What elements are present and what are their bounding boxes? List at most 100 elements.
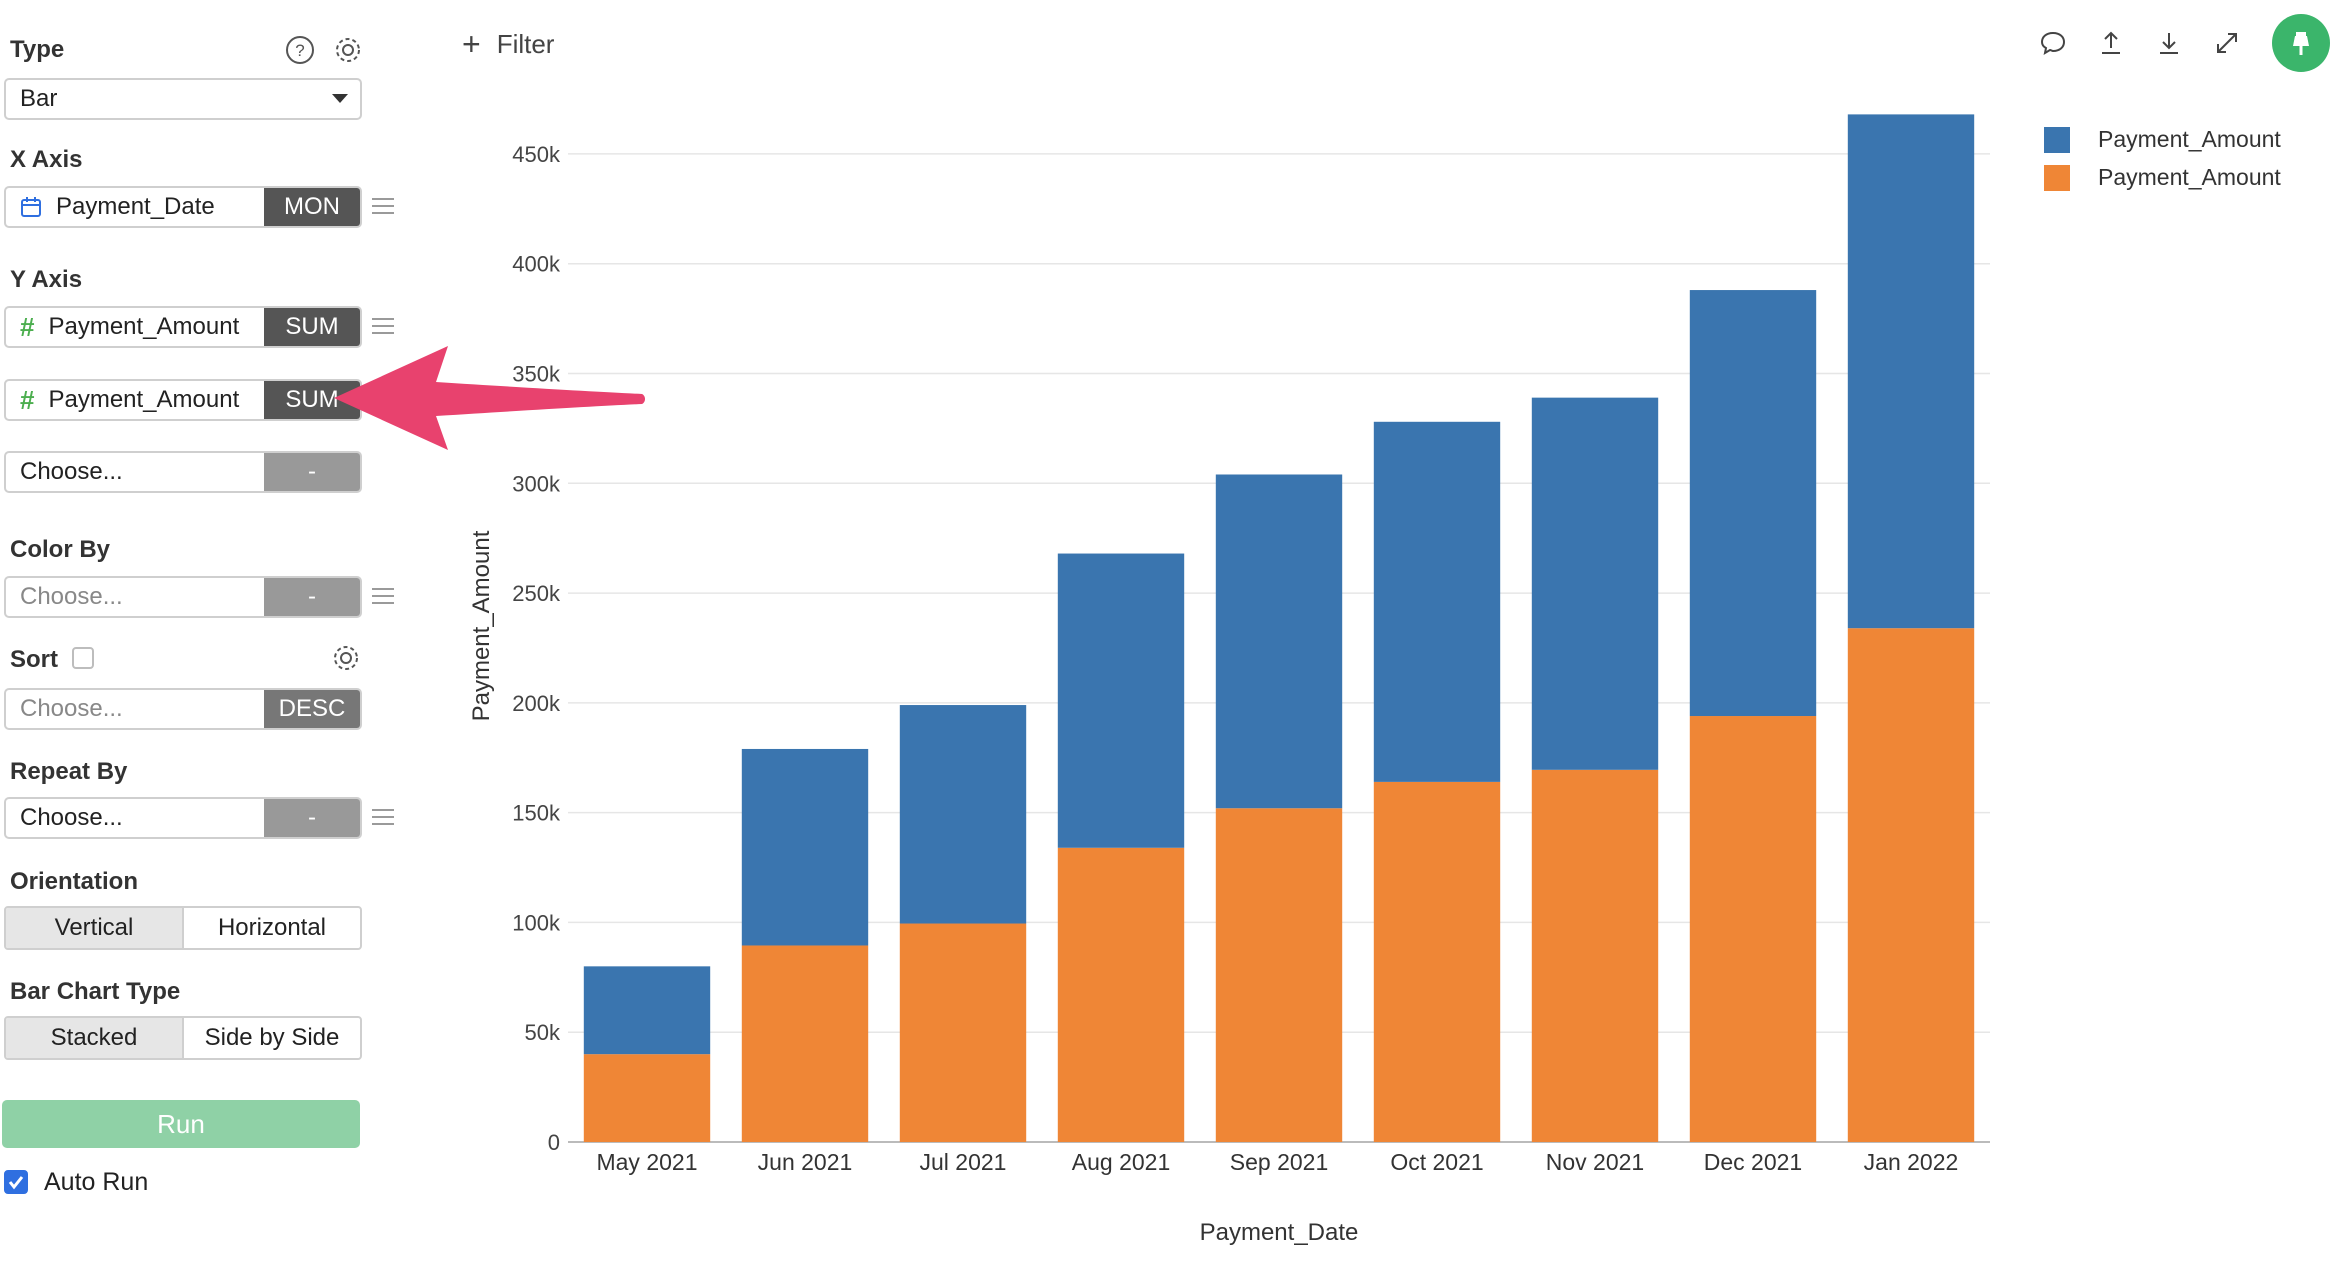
y-axis-choose-agg[interactable]: - (264, 453, 360, 491)
bar-segment (1531, 397, 1659, 770)
bar-segment (741, 748, 869, 946)
bar-segment (1373, 781, 1501, 1142)
x-axis-field-name: Payment_Date (56, 193, 215, 220)
orientation-label: Orientation (10, 868, 139, 895)
drag-handle-icon[interactable] (372, 809, 394, 827)
bar-chart-type-toggle: Stacked Side by Side (4, 1016, 362, 1060)
y-tick-label: 200k (512, 691, 561, 716)
bar-segment (583, 966, 711, 1055)
number-icon: # (20, 384, 35, 415)
drag-handle-icon[interactable] (372, 588, 394, 606)
y-tick-label: 450k (512, 142, 561, 167)
y-tick-label: 250k (512, 581, 561, 606)
color-by-placeholder: Choose... (20, 583, 123, 610)
run-button[interactable]: Run (2, 1100, 360, 1148)
legend-swatch-blue (2044, 126, 2070, 153)
x-tick-label: Dec 2021 (1704, 1149, 1802, 1175)
bar-type-side-by-side-option[interactable]: Side by Side (204, 1024, 340, 1051)
bar-segment (899, 923, 1027, 1142)
type-label: Type (10, 36, 65, 63)
y-axis-choose-placeholder: Choose... (20, 458, 123, 485)
y-axis-field-name: Payment_Amount (48, 386, 240, 413)
x-axis-agg-button[interactable]: MON (264, 188, 360, 226)
type-select-value: Bar (20, 85, 58, 112)
bar-segment (1689, 290, 1817, 717)
bar-segment (899, 705, 1027, 924)
bar-segment (1215, 474, 1343, 809)
number-icon: # (20, 311, 35, 342)
bar-segment (1847, 114, 1975, 629)
x-tick-label: Jun 2021 (758, 1149, 853, 1175)
legend-item: Payment_Amount (2044, 164, 2281, 191)
y-axis-agg-button[interactable]: SUM (264, 381, 360, 419)
comment-icon[interactable] (2036, 26, 2070, 60)
y-tick-label: 400k (512, 252, 561, 277)
sort-checkbox[interactable] (72, 647, 94, 669)
y-axis-choose-field[interactable]: Choose... - (4, 451, 362, 493)
x-axis-label: X Axis (10, 146, 83, 173)
legend-label: Payment_Amount (2098, 126, 2281, 152)
gear-icon[interactable] (332, 34, 364, 66)
x-tick-label: Jul 2021 (920, 1149, 1007, 1175)
x-tick-label: Nov 2021 (1546, 1149, 1644, 1175)
sort-gear-icon[interactable] (330, 642, 362, 674)
orientation-vertical-option[interactable]: Vertical (6, 908, 184, 948)
caret-down-icon (320, 94, 360, 104)
check-icon (8, 1176, 24, 1190)
bar-segment (1373, 421, 1501, 782)
y-axis-field-1[interactable]: # Payment_Amount SUM (4, 306, 362, 348)
x-tick-label: Oct 2021 (1390, 1149, 1483, 1175)
help-icon[interactable]: ? (284, 34, 316, 66)
bar-segment (1689, 716, 1817, 1142)
bar-type-stacked-option[interactable]: Stacked (6, 1018, 184, 1058)
drag-handle-icon[interactable] (372, 318, 394, 336)
bar-segment (1847, 628, 1975, 1142)
bar-segment (1057, 847, 1185, 1142)
auto-run-checkbox[interactable] (4, 1170, 28, 1194)
y-tick-label: 300k (512, 471, 561, 496)
color-by-field[interactable]: Choose... - (4, 576, 362, 618)
x-axis-field[interactable]: Payment_Date MON (4, 186, 362, 228)
x-tick-label: May 2021 (596, 1149, 697, 1175)
x-tick-label: Aug 2021 (1072, 1149, 1170, 1175)
upload-icon[interactable] (2094, 26, 2128, 60)
bar-segment (1057, 553, 1185, 848)
pin-icon[interactable] (2272, 14, 2330, 72)
bar-segment (583, 1054, 711, 1142)
legend-swatch-orange (2044, 164, 2070, 191)
bar-segment (1531, 769, 1659, 1142)
x-tick-label: Jan 2022 (1864, 1149, 1959, 1175)
y-axis-field-name: Payment_Amount (48, 313, 240, 340)
y-tick-label: 50k (525, 1020, 561, 1045)
legend-label: Payment_Amount (2098, 164, 2281, 190)
expand-icon[interactable] (2210, 26, 2244, 60)
color-by-agg[interactable]: - (264, 578, 360, 616)
download-icon[interactable] (2152, 26, 2186, 60)
bar-segment (741, 945, 869, 1142)
x-tick-label: Sep 2021 (1230, 1149, 1328, 1175)
filter-label: Filter (496, 28, 555, 59)
filter-button[interactable]: + Filter (462, 28, 554, 60)
drag-handle-icon[interactable] (372, 198, 394, 216)
repeat-by-field[interactable]: Choose... - (4, 797, 362, 839)
repeat-by-agg[interactable]: - (264, 799, 360, 837)
y-axis-agg-button[interactable]: SUM (264, 308, 360, 346)
y-tick-label: 350k (512, 361, 561, 386)
type-select[interactable]: Bar (4, 78, 362, 120)
sort-order-button[interactable]: DESC (264, 690, 360, 728)
sort-field[interactable]: Choose... DESC (4, 688, 362, 730)
annotation-arrow (334, 346, 645, 450)
y-axis-field-2[interactable]: # Payment_Amount SUM (4, 379, 362, 421)
sort-label: Sort (10, 646, 58, 673)
y-axis-label: Y Axis (10, 266, 83, 293)
orientation-horizontal-option[interactable]: Horizontal (217, 914, 327, 941)
bar-chart-type-label: Bar Chart Type (10, 978, 181, 1005)
auto-run-label: Auto Run (44, 1168, 149, 1196)
orientation-toggle: Vertical Horizontal (4, 906, 362, 950)
bar-segment (1215, 808, 1343, 1142)
legend-item: Payment_Amount (2044, 126, 2281, 153)
y-axis-title: Payment_Amount (468, 530, 495, 721)
y-tick-label: 150k (512, 801, 561, 826)
svg-text:?: ? (295, 41, 304, 60)
